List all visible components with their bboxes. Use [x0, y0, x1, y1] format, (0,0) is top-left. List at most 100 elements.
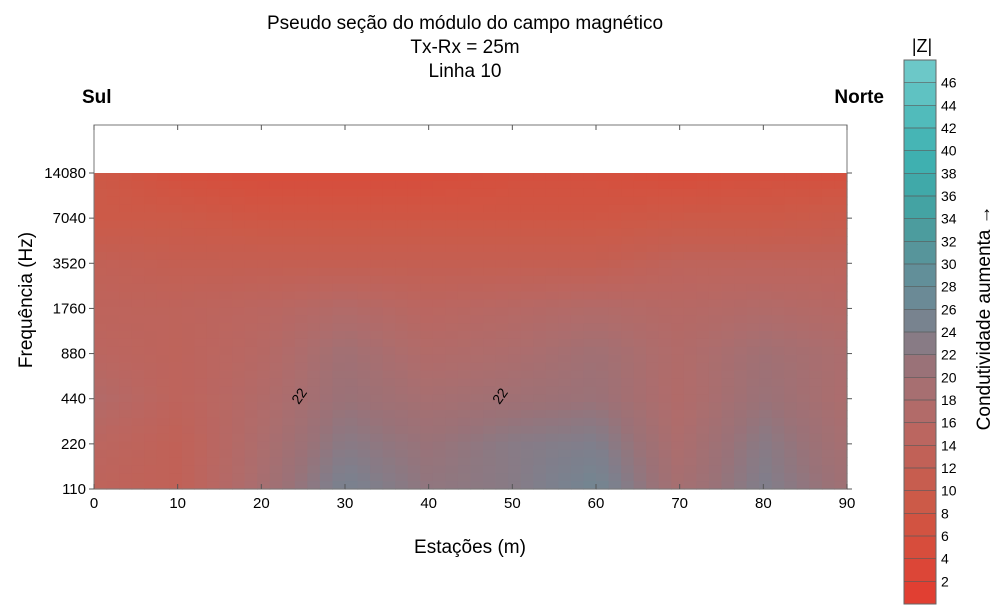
heatmap-cell [232, 228, 246, 237]
heatmap-cell [269, 394, 283, 403]
heatmap-cell [658, 473, 672, 482]
heatmap-cell [545, 354, 559, 364]
heatmap-cell [583, 449, 597, 458]
heatmap-cell [420, 417, 434, 427]
heatmap-cell [596, 188, 610, 198]
heatmap-cell [608, 449, 622, 458]
heatmap-cell [821, 299, 836, 308]
heatmap-cell [119, 228, 133, 237]
heatmap-cell [520, 267, 534, 277]
heatmap-cell [269, 283, 283, 293]
heatmap-cell [94, 346, 108, 356]
heatmap-cell [470, 441, 484, 451]
heatmap-cell [282, 402, 296, 411]
heatmap-cell [658, 354, 672, 364]
heatmap-cell [244, 449, 258, 458]
heatmap-cell [696, 307, 710, 316]
x-tick-label: 20 [253, 495, 270, 512]
heatmap-cell [545, 481, 559, 490]
heatmap-cell [771, 212, 785, 221]
heatmap-cell [834, 283, 848, 293]
heatmap-cell [94, 386, 108, 395]
heatmap-cell [570, 441, 585, 451]
heatmap-cell [608, 394, 622, 403]
heatmap-cell [432, 204, 446, 214]
heatmap-cell [219, 346, 233, 356]
heatmap-cell [432, 236, 446, 245]
heatmap-cell [307, 236, 321, 245]
heatmap-cell [407, 481, 421, 490]
heatmap-cell [395, 173, 409, 182]
heatmap-cell [119, 180, 133, 190]
heatmap-cell [658, 449, 672, 458]
heatmap-cell [370, 252, 384, 261]
heatmap-cell [558, 267, 572, 277]
heatmap-cell [282, 410, 296, 419]
heatmap-cell [558, 449, 572, 458]
heatmap-cell [206, 386, 221, 395]
heatmap-cell [282, 354, 296, 364]
heatmap-cell [784, 259, 798, 269]
heatmap-cell [470, 331, 484, 340]
heatmap-cell [683, 346, 697, 356]
heatmap-cell [307, 362, 321, 372]
heatmap-cell [206, 331, 221, 340]
heatmap-cell [232, 473, 246, 482]
heatmap-cell [708, 196, 723, 206]
heatmap-cell [608, 259, 622, 269]
heatmap-cell [119, 220, 133, 229]
heatmap-cell [395, 259, 409, 269]
heatmap-cell [219, 457, 233, 466]
heatmap-cell [721, 299, 735, 308]
heatmap-cell [395, 417, 409, 427]
heatmap-cell [658, 252, 672, 261]
heatmap-cell [370, 331, 384, 340]
heatmap-cell [319, 473, 334, 482]
heatmap-cell [181, 386, 195, 395]
heatmap-cell [796, 236, 810, 245]
heatmap-cell [156, 275, 170, 285]
heatmap-cell [257, 370, 271, 379]
heatmap-cell [721, 433, 735, 443]
heatmap-cell [683, 354, 697, 364]
heatmap-cell [708, 331, 723, 340]
heatmap-cell [583, 394, 597, 403]
heatmap-cell [821, 457, 836, 466]
heatmap-cell [307, 378, 321, 387]
heatmap-cell [545, 299, 559, 308]
heatmap-cell [206, 212, 221, 221]
heatmap-cell [194, 378, 208, 387]
heatmap-cell [319, 441, 334, 451]
heatmap-cell [708, 252, 723, 261]
heatmap-cell [771, 267, 785, 277]
heatmap-cell [683, 275, 697, 285]
heatmap-cell [332, 473, 346, 482]
heatmap-cell [131, 346, 145, 356]
heatmap-cell [156, 457, 170, 466]
heatmap-cell [784, 465, 798, 474]
heatmap-cell [495, 275, 509, 285]
heatmap-cell [357, 481, 371, 490]
heatmap-cell [257, 441, 271, 451]
heatmap-cell [332, 410, 346, 419]
heatmap-cell [94, 291, 108, 300]
heatmap-cell [520, 180, 534, 190]
heatmap-cell [470, 275, 484, 285]
heatmap-cell [219, 252, 233, 261]
heatmap-cell [144, 188, 158, 198]
heatmap-cell [119, 473, 133, 482]
heatmap-cell [432, 259, 446, 269]
heatmap-cell [759, 291, 773, 300]
heatmap-cell [796, 275, 810, 285]
heatmap-cell [382, 323, 396, 332]
heatmap-cell [621, 236, 635, 245]
heatmap-cell [169, 283, 183, 293]
heatmap-cell [596, 283, 610, 293]
heatmap-cell [834, 481, 848, 490]
heatmap-cell [420, 441, 434, 451]
heatmap-cell [696, 283, 710, 293]
heatmap-cell [445, 378, 459, 387]
heatmap-cell [357, 196, 371, 206]
heatmap-cell [784, 228, 798, 237]
heatmap-cell [345, 338, 359, 348]
